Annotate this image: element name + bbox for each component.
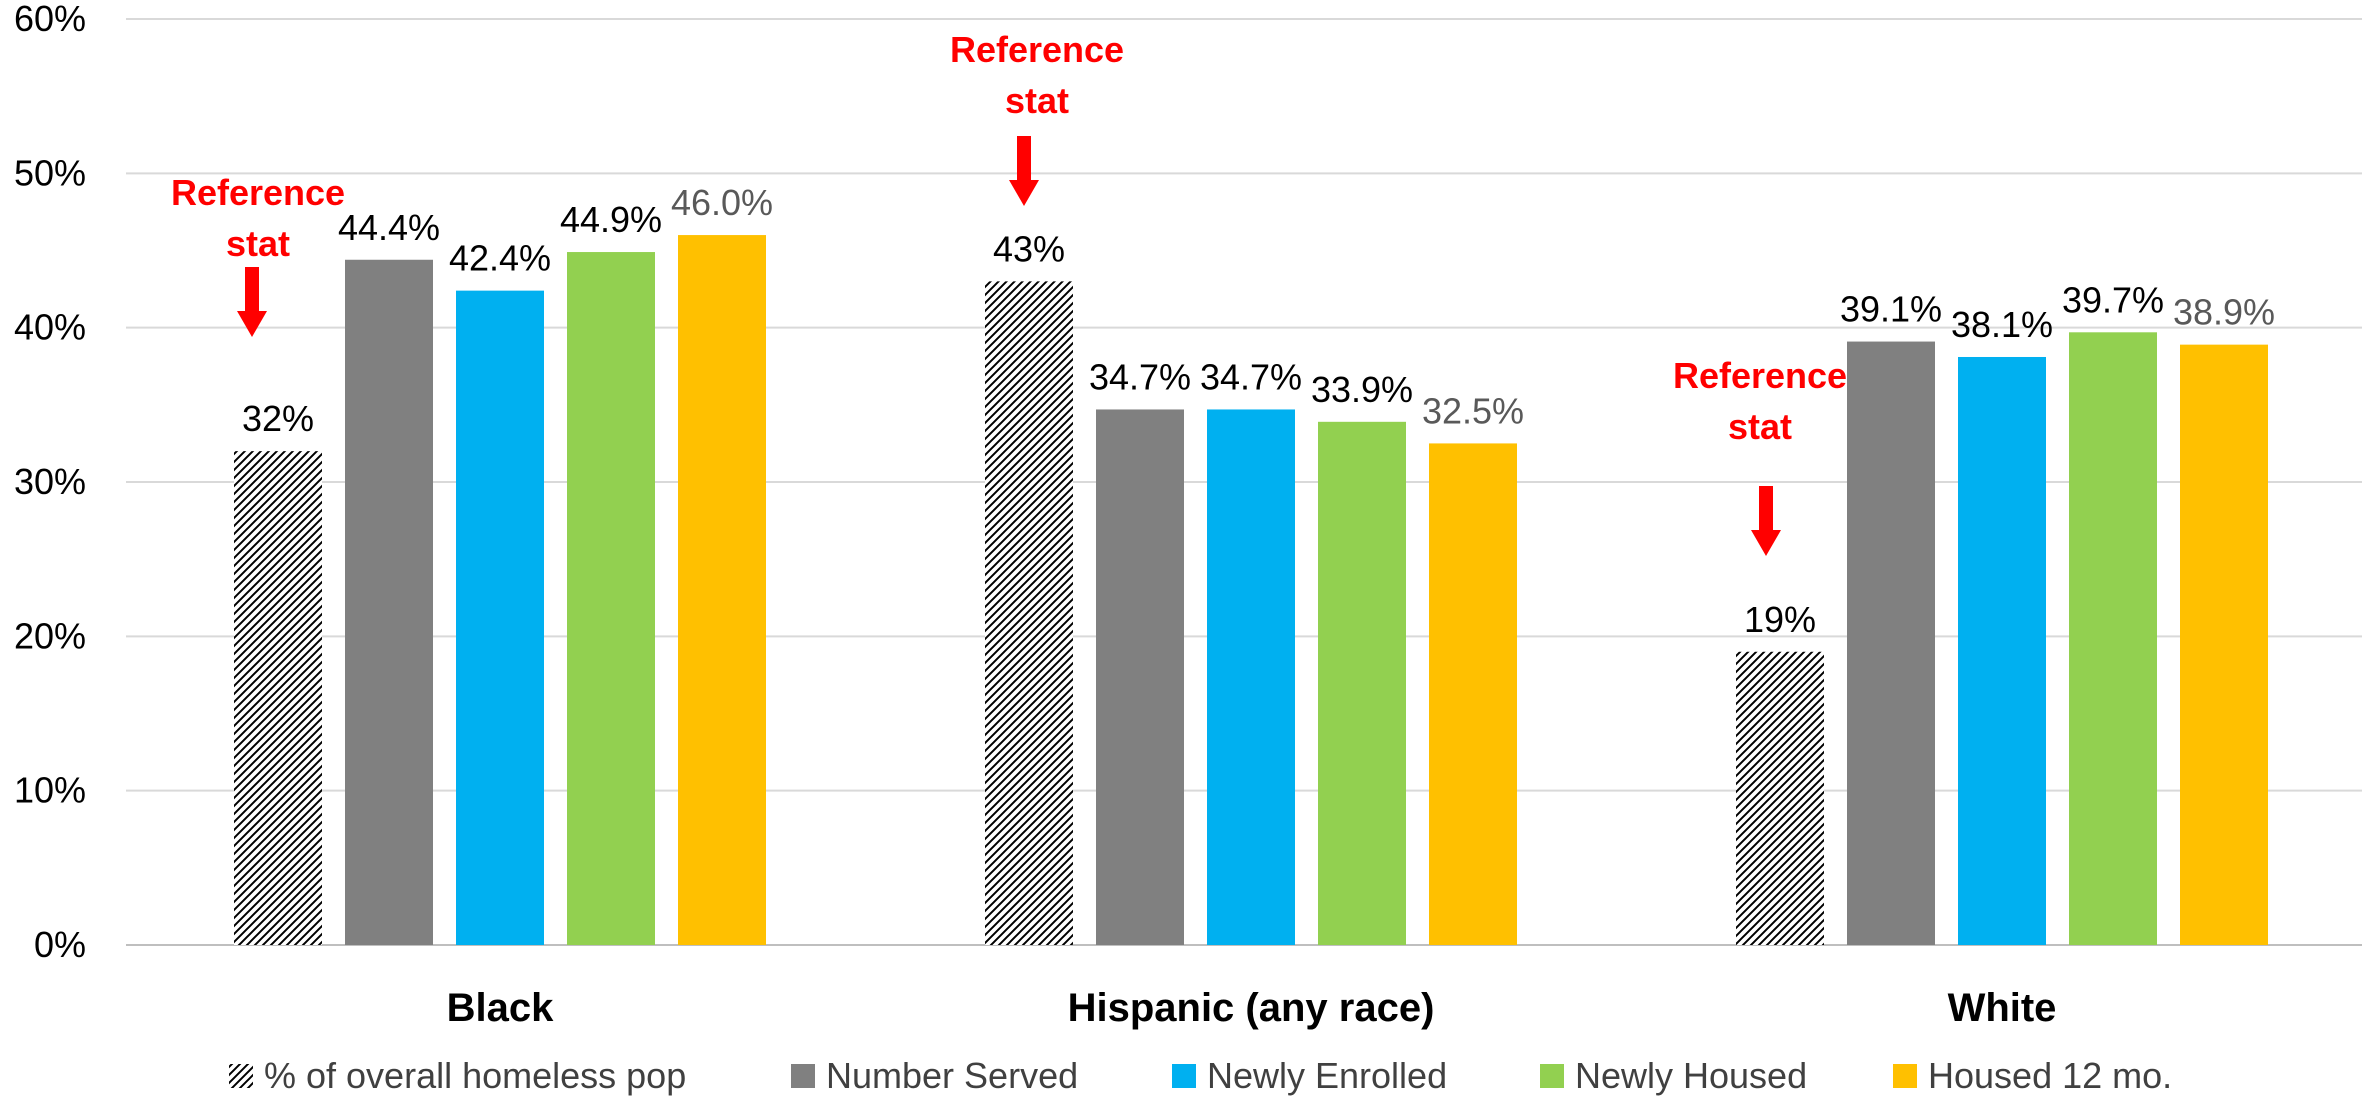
- category-label: Hispanic (any race): [1068, 986, 1435, 1030]
- data-label: 32.5%: [1422, 390, 1524, 431]
- data-label: 39.7%: [2062, 279, 2164, 320]
- bar: [345, 259, 433, 945]
- legend-label: Newly Enrolled: [1207, 1055, 1447, 1096]
- y-tick-label: 20%: [14, 615, 86, 656]
- data-label: 44.4%: [338, 207, 440, 248]
- data-label: 38.1%: [1951, 304, 2053, 345]
- data-label: 44.9%: [560, 199, 662, 240]
- reference-stat-label: Reference: [171, 172, 345, 213]
- down-arrow-icon: [237, 267, 267, 337]
- legend-label: Newly Housed: [1575, 1055, 1807, 1096]
- reference-annotations: Reference stat Reference stat Reference stat: [171, 29, 1847, 556]
- bar: [1096, 409, 1184, 945]
- bar: [2180, 344, 2268, 946]
- down-arrow-icon: [1009, 136, 1039, 206]
- y-axis-ticks: 0% 10% 20% 30% 40% 50% 60%: [14, 0, 86, 965]
- y-tick-label: 60%: [14, 0, 86, 39]
- legend-label: Housed 12 mo.: [1928, 1055, 2172, 1096]
- reference-stat-label: stat: [226, 223, 290, 264]
- bar: [1847, 341, 1935, 946]
- legend-swatch: [791, 1064, 815, 1088]
- bar: [1207, 409, 1295, 945]
- data-label: 34.7%: [1089, 356, 1191, 397]
- legend-swatch: [1172, 1064, 1196, 1088]
- category-label: White: [1948, 986, 2057, 1030]
- y-tick-label: 40%: [14, 307, 86, 348]
- data-label: 19%: [1744, 599, 1816, 640]
- bar: [567, 252, 655, 945]
- reference-stat-label: Reference: [950, 29, 1124, 70]
- y-tick-label: 0%: [34, 924, 86, 965]
- y-tick-label: 50%: [14, 152, 86, 193]
- bar: [1429, 443, 1517, 945]
- bar: [1318, 421, 1406, 945]
- bar: [985, 281, 1073, 945]
- data-labels: 32% 43% 19% 44.4% 34.7% 39.1% 42.4% 34.7% 38.1% 4…: [242, 182, 2275, 640]
- reference-stat-label: stat: [1728, 406, 1792, 447]
- bar: [1958, 356, 2046, 945]
- x-axis-categories: Black Hispanic (any race) White: [447, 986, 2057, 1030]
- down-arrow-icon: [1751, 486, 1781, 556]
- y-tick-label: 10%: [14, 770, 86, 811]
- bar: [456, 290, 544, 945]
- data-label: 43%: [993, 228, 1065, 269]
- data-label: 46.0%: [671, 182, 773, 223]
- bar: [1736, 651, 1824, 945]
- data-label: 32%: [242, 398, 314, 439]
- bar: [678, 235, 766, 946]
- data-label: 42.4%: [449, 238, 551, 279]
- legend-label: % of overall homeless pop: [264, 1055, 686, 1096]
- reference-stat-label: stat: [1005, 80, 1069, 121]
- bar: [234, 451, 322, 945]
- legend-label: Number Served: [826, 1055, 1078, 1096]
- category-label: Black: [447, 986, 554, 1030]
- reference-stat-label: Reference: [1673, 355, 1847, 396]
- legend-swatch: [1540, 1064, 1564, 1088]
- data-label: 39.1%: [1840, 289, 1942, 330]
- legend-swatch: [229, 1064, 253, 1088]
- data-label: 34.7%: [1200, 356, 1302, 397]
- data-label: 38.9%: [2173, 292, 2275, 333]
- y-tick-label: 30%: [14, 461, 86, 502]
- data-label: 33.9%: [1311, 369, 1413, 410]
- legend-swatch: [1893, 1064, 1917, 1088]
- legend: % of overall homeless pop Number Served Ne…: [229, 1055, 2172, 1096]
- bars: [234, 235, 2268, 946]
- bar: [2069, 332, 2157, 946]
